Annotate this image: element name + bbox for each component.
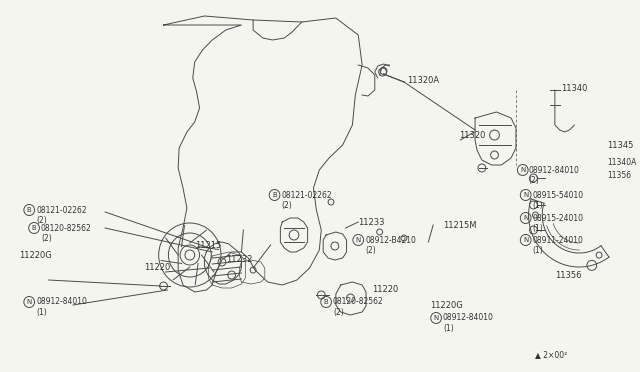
Text: 08912-84010: 08912-84010 [529, 166, 579, 174]
Text: 08120-82562: 08120-82562 [41, 224, 92, 232]
Text: (2): (2) [282, 201, 292, 209]
Text: ▲ 2×00²: ▲ 2×00² [536, 350, 568, 359]
Text: 08912-84010: 08912-84010 [36, 298, 87, 307]
Text: 11356: 11356 [555, 270, 581, 279]
Text: 11340A: 11340A [607, 157, 637, 167]
Text: 11320A: 11320A [407, 76, 439, 84]
Text: (2): (2) [365, 246, 376, 254]
Text: (2): (2) [36, 215, 47, 224]
Text: 11345: 11345 [607, 141, 634, 150]
Text: 11220: 11220 [372, 285, 398, 295]
Text: 11320: 11320 [460, 131, 486, 140]
Text: (2): (2) [41, 234, 52, 243]
Text: 11356: 11356 [607, 170, 632, 180]
Text: B: B [272, 192, 277, 198]
Text: 11215: 11215 [195, 241, 221, 250]
Text: (1): (1) [532, 246, 543, 254]
Text: N: N [523, 237, 528, 243]
Text: 11232: 11232 [226, 256, 252, 264]
Text: 11215M: 11215M [443, 221, 476, 230]
Text: 08915-24010: 08915-24010 [532, 214, 584, 222]
Text: N: N [433, 315, 439, 321]
Text: 08120-82562: 08120-82562 [333, 298, 383, 307]
Text: (1): (1) [532, 224, 543, 232]
Text: 08121-02262: 08121-02262 [282, 190, 332, 199]
Text: (1): (1) [532, 201, 543, 209]
Text: 08912-84010: 08912-84010 [443, 314, 494, 323]
Text: 11220G: 11220G [19, 250, 52, 260]
Text: 11220G: 11220G [430, 301, 463, 310]
Text: 08915-54010: 08915-54010 [532, 190, 584, 199]
Text: B: B [324, 299, 328, 305]
Text: (1): (1) [36, 308, 47, 317]
Text: N: N [523, 215, 528, 221]
Text: (2): (2) [333, 308, 344, 317]
Text: N: N [523, 192, 528, 198]
Text: 08121-02262: 08121-02262 [36, 205, 86, 215]
Text: B: B [32, 225, 36, 231]
Text: 11233: 11233 [358, 218, 385, 227]
Text: 08911-24010: 08911-24010 [532, 235, 584, 244]
Text: B: B [27, 207, 31, 213]
Text: 11340: 11340 [561, 83, 587, 93]
Text: (2): (2) [529, 176, 540, 185]
Text: N: N [520, 167, 525, 173]
Text: 08912-B4210: 08912-B4210 [365, 235, 416, 244]
Text: N: N [27, 299, 32, 305]
Text: 11220: 11220 [144, 263, 170, 273]
Text: N: N [356, 237, 361, 243]
Text: (1): (1) [443, 324, 454, 333]
